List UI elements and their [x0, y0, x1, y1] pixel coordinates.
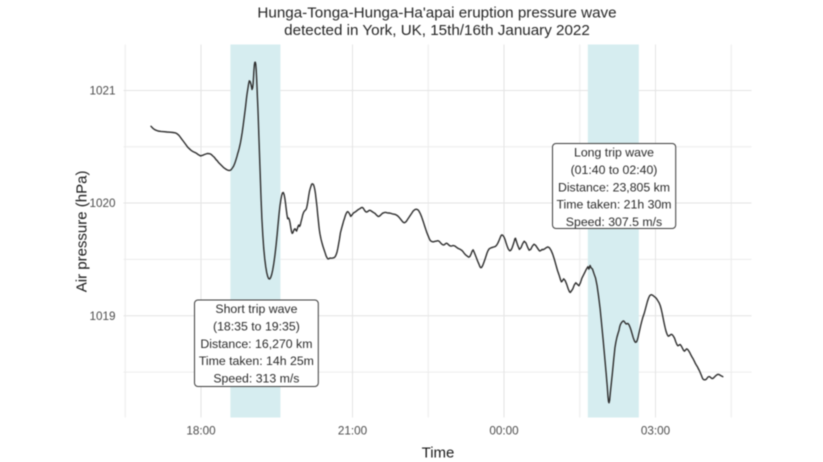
svg-text:Distance: 16,270 km: Distance: 16,270 km [200, 337, 312, 351]
svg-text:1020: 1020 [89, 197, 116, 210]
svg-text:Long trip wave: Long trip wave [574, 146, 654, 160]
svg-text:1019: 1019 [89, 310, 115, 323]
svg-text:Time taken: 14h 25m: Time taken: 14h 25m [199, 354, 314, 368]
svg-text:(18:35 to 19:35): (18:35 to 19:35) [213, 320, 300, 334]
svg-text:Time taken: 21h 30m: Time taken: 21h 30m [556, 198, 671, 212]
svg-text:00:00: 00:00 [489, 425, 519, 438]
svg-text:Speed: 313 m/s: Speed: 313 m/s [213, 371, 299, 385]
svg-text:03:00: 03:00 [641, 425, 671, 438]
svg-text:Distance: 23,805 km: Distance: 23,805 km [558, 180, 670, 194]
svg-text:Short trip wave: Short trip wave [215, 302, 297, 316]
svg-text:Hunga-Tonga-Hunga-Ha'apai erup: Hunga-Tonga-Hunga-Ha'apai eruption press… [257, 5, 616, 22]
svg-text:21:00: 21:00 [338, 425, 368, 438]
svg-text:(01:40 to 02:40): (01:40 to 02:40) [571, 163, 658, 177]
svg-text:Speed: 307.5 m/s: Speed: 307.5 m/s [566, 215, 662, 229]
svg-text:detected in York, UK, 15th/16t: detected in York, UK, 15th/16th January … [284, 22, 590, 39]
svg-text:Time: Time [422, 445, 455, 462]
svg-text:18:00: 18:00 [186, 425, 216, 438]
svg-text:Air pressure (hPa): Air pressure (hPa) [74, 171, 91, 293]
svg-text:1021: 1021 [89, 85, 115, 98]
